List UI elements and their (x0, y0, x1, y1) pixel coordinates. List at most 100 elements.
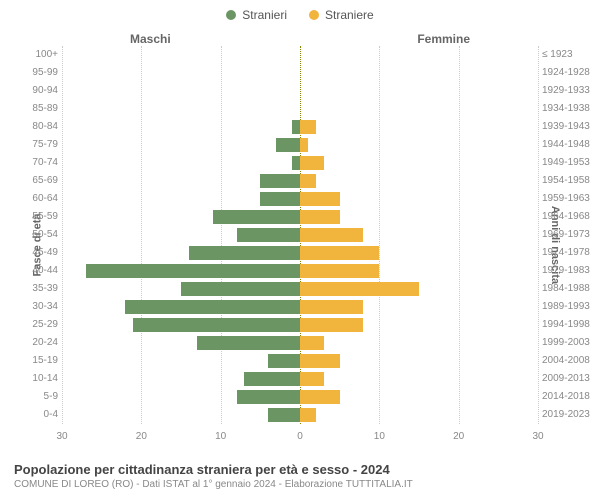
birth-year-label: 1954-1958 (542, 172, 600, 190)
age-row: 95-991924-1928 (62, 64, 538, 82)
bar-female (300, 318, 363, 332)
x-tick-label: 30 (532, 431, 543, 442)
age-row: 60-641959-1963 (62, 190, 538, 208)
age-label: 100+ (18, 46, 58, 64)
bar-female (300, 354, 340, 368)
birth-year-label: 1974-1978 (542, 244, 600, 262)
legend-swatch-male (226, 10, 236, 20)
birth-year-label: 1959-1963 (542, 190, 600, 208)
age-row: 50-541969-1973 (62, 226, 538, 244)
x-tick-label: 10 (374, 431, 385, 442)
age-row: 15-192004-2008 (62, 352, 538, 370)
legend-item-male: Stranieri (226, 8, 287, 22)
bar-male (268, 408, 300, 422)
bar-female (300, 372, 324, 386)
age-label: 10-14 (18, 370, 58, 388)
age-label: 15-19 (18, 352, 58, 370)
age-label: 35-39 (18, 280, 58, 298)
bar-female (300, 228, 363, 242)
age-label: 70-74 (18, 154, 58, 172)
bar-male (181, 282, 300, 296)
age-row: 65-691954-1958 (62, 172, 538, 190)
birth-year-label: 2019-2023 (542, 406, 600, 424)
age-label: 50-54 (18, 226, 58, 244)
gridline (538, 46, 539, 424)
age-row: 35-391984-1988 (62, 280, 538, 298)
birth-year-label: 1984-1988 (542, 280, 600, 298)
header-female: Femmine (417, 32, 470, 46)
age-label: 95-99 (18, 64, 58, 82)
birth-year-label: 1949-1953 (542, 154, 600, 172)
age-row: 90-941929-1933 (62, 82, 538, 100)
birth-year-label: 1989-1993 (542, 298, 600, 316)
age-label: 75-79 (18, 136, 58, 154)
birth-year-label: 1964-1968 (542, 208, 600, 226)
legend-swatch-female (309, 10, 319, 20)
bar-female (300, 264, 379, 278)
plot: 3020100102030100+≤ 192395-991924-192890-… (62, 46, 538, 444)
footer-subtitle: COMUNE DI LOREO (RO) - Dati ISTAT al 1° … (14, 479, 413, 490)
bar-male (268, 354, 300, 368)
age-label: 55-59 (18, 208, 58, 226)
age-label: 25-29 (18, 316, 58, 334)
legend-label-female: Straniere (325, 8, 374, 22)
birth-year-label: 1934-1938 (542, 100, 600, 118)
age-row: 85-891934-1938 (62, 100, 538, 118)
header-male: Maschi (130, 32, 171, 46)
birth-year-label: 1924-1928 (542, 64, 600, 82)
bar-female (300, 138, 308, 152)
bar-female (300, 390, 340, 404)
x-tick-label: 20 (136, 431, 147, 442)
age-row: 20-241999-2003 (62, 334, 538, 352)
footer: Popolazione per cittadinanza straniera p… (14, 462, 413, 490)
age-label: 45-49 (18, 244, 58, 262)
bar-female (300, 156, 324, 170)
footer-title: Popolazione per cittadinanza straniera p… (14, 462, 413, 477)
bar-male (260, 174, 300, 188)
x-tick-label: 20 (453, 431, 464, 442)
age-label: 20-24 (18, 334, 58, 352)
birth-year-label: ≤ 1923 (542, 46, 600, 64)
chart-area: Fasce di età Anni di nascita 30201001020… (0, 46, 600, 444)
bar-male (125, 300, 300, 314)
x-tick-label: 10 (215, 431, 226, 442)
x-tick-label: 30 (56, 431, 67, 442)
age-row: 40-441979-1983 (62, 262, 538, 280)
birth-year-label: 1994-1998 (542, 316, 600, 334)
birth-year-label: 2009-2013 (542, 370, 600, 388)
bar-male (276, 138, 300, 152)
x-tick-label: 0 (297, 431, 303, 442)
age-row: 70-741949-1953 (62, 154, 538, 172)
age-row: 0-42019-2023 (62, 406, 538, 424)
age-row: 80-841939-1943 (62, 118, 538, 136)
age-row: 45-491974-1978 (62, 244, 538, 262)
bar-male (292, 120, 300, 134)
bar-female (300, 174, 316, 188)
age-label: 65-69 (18, 172, 58, 190)
age-label: 80-84 (18, 118, 58, 136)
bar-male (292, 156, 300, 170)
bar-female (300, 192, 340, 206)
birth-year-label: 1939-1943 (542, 118, 600, 136)
bar-male (213, 210, 300, 224)
birth-year-label: 1969-1973 (542, 226, 600, 244)
bar-female (300, 300, 363, 314)
bar-male (189, 246, 300, 260)
birth-year-label: 1979-1983 (542, 262, 600, 280)
bar-female (300, 282, 419, 296)
birth-year-label: 1944-1948 (542, 136, 600, 154)
bar-male (86, 264, 300, 278)
age-row: 100+≤ 1923 (62, 46, 538, 64)
birth-year-label: 1929-1933 (542, 82, 600, 100)
legend: Stranieri Straniere (0, 0, 600, 22)
bar-male (133, 318, 300, 332)
bar-male (237, 390, 300, 404)
bar-male (197, 336, 300, 350)
age-row: 5-92014-2018 (62, 388, 538, 406)
age-row: 75-791944-1948 (62, 136, 538, 154)
age-row: 55-591964-1968 (62, 208, 538, 226)
birth-year-label: 1999-2003 (542, 334, 600, 352)
age-label: 5-9 (18, 388, 58, 406)
bar-female (300, 336, 324, 350)
age-label: 0-4 (18, 406, 58, 424)
